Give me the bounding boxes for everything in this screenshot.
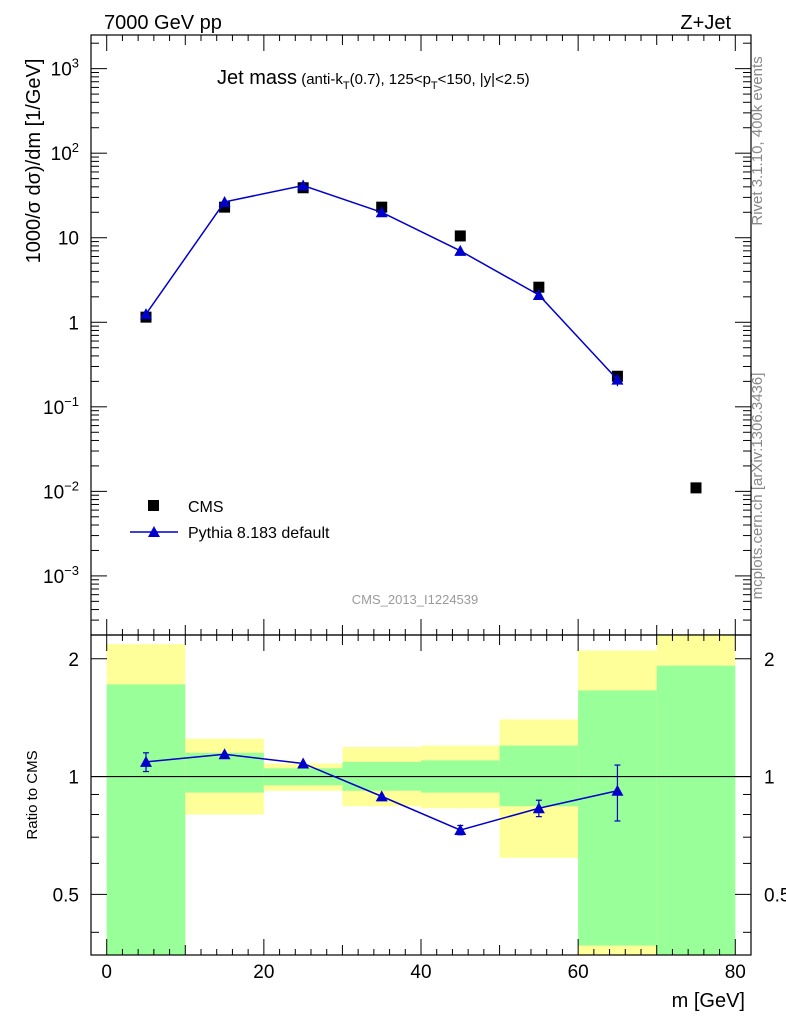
- x-tick-label: 0: [101, 962, 112, 983]
- ratio-point: [532, 802, 545, 814]
- rivet-label: Rivet 3.1.10, 400k events: [749, 56, 766, 225]
- ratio-y-tick-label-right: 2: [764, 650, 775, 671]
- ratio-y-tick-label-left: 1: [68, 768, 79, 789]
- x-tick-label: 40: [410, 962, 431, 983]
- pythia-point: [140, 308, 152, 320]
- x-tick-label: 80: [725, 962, 746, 983]
- main-title: Jet mass (anti-kT(0.7), 125<pT<150, |y|<…: [217, 67, 530, 92]
- ratio-y-tick-label-left: 2: [68, 650, 79, 671]
- legend-cms-marker: [148, 500, 159, 511]
- mcplots-label: mcplots.cern.ch [arXiv:1306.3436]: [749, 373, 766, 600]
- ratio-point: [218, 748, 231, 760]
- cms-point: [690, 482, 702, 494]
- legend-pythia-label: Pythia 8.183 default: [188, 525, 330, 542]
- pythia-point: [297, 179, 310, 191]
- main-y-tick-label: 102: [51, 140, 79, 165]
- main-y-tick-label: 103: [51, 56, 79, 81]
- main-y-tick-label: 10: [58, 229, 79, 250]
- legend-pythia-marker: [148, 526, 160, 537]
- main-title-sub: (anti-kT(0.7), 125<pT<150, |y|<2.5): [297, 71, 530, 92]
- cms-point: [533, 281, 545, 293]
- ratio-y-tick-label-right: 0.5: [764, 885, 786, 906]
- header-right: Z+Jet: [680, 12, 731, 34]
- cms-point: [219, 201, 231, 213]
- main-title-text: Jet mass: [217, 67, 297, 89]
- main-y-tick-label: 10−2: [43, 478, 79, 503]
- x-axis-label: m [GeV]: [672, 990, 745, 1012]
- main-frame: [90, 34, 752, 636]
- ratio-point: [140, 755, 152, 767]
- ratio-band-green: [106, 684, 186, 955]
- cms-point: [454, 230, 466, 242]
- main-y-tick-label: 10−1: [43, 394, 79, 419]
- pythia-point: [532, 289, 545, 301]
- ratio-point: [297, 757, 310, 769]
- main-y-tick-label: 1: [68, 313, 79, 334]
- ratio-panel: 0.5 0.51 12 20 20 40 60 80 Ratio to CMS m [GeV]: [24, 634, 786, 1012]
- ratio-point: [375, 790, 388, 802]
- ratio-band-green: [656, 665, 736, 955]
- legend: CMS Pythia 8.183 default: [130, 499, 330, 542]
- pythia-point: [375, 206, 388, 218]
- ratio-ylabel: Ratio to CMS: [24, 750, 41, 839]
- x-tick-label: 20: [253, 962, 274, 983]
- main-ylabel: 1000/σ dσ)/dm [1/GeV]: [23, 59, 45, 264]
- header-left: 7000 GeV pp: [104, 12, 222, 34]
- pythia-point: [454, 244, 467, 256]
- watermark: CMS_2013_I1224539: [352, 592, 479, 607]
- legend-cms-label: CMS: [188, 499, 224, 516]
- ratio-band-green: [185, 752, 264, 793]
- ratio-band-green: [499, 745, 579, 807]
- pythia-point: [218, 195, 231, 207]
- x-tick-label: 60: [568, 962, 589, 983]
- main-y-tick-label: 10−3: [43, 563, 79, 588]
- ratio-y-tick-label-left: 0.5: [53, 885, 79, 906]
- ratio-y-tick-label-right: 1: [764, 768, 775, 789]
- ratio-point: [611, 784, 624, 796]
- pythia-point: [611, 373, 624, 385]
- ratio-point: [454, 824, 467, 836]
